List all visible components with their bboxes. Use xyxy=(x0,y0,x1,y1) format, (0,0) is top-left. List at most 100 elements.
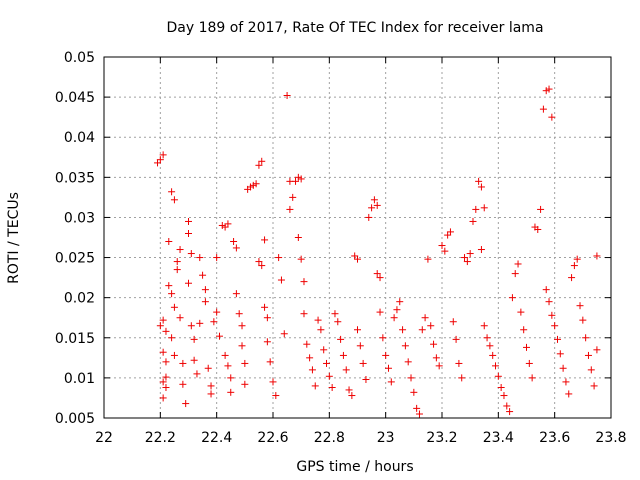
data-point xyxy=(506,408,514,416)
data-point xyxy=(404,358,412,366)
data-point xyxy=(461,254,469,262)
data-point xyxy=(317,326,325,334)
data-point xyxy=(356,342,364,350)
data-point xyxy=(553,335,561,343)
data-point xyxy=(503,402,511,410)
data-point xyxy=(162,384,170,392)
data-point xyxy=(187,250,195,258)
data-points xyxy=(154,85,601,418)
data-point xyxy=(430,340,438,348)
data-point xyxy=(525,359,533,367)
data-point xyxy=(587,366,595,374)
data-point xyxy=(190,356,198,364)
data-point xyxy=(168,334,176,342)
data-point xyxy=(328,384,336,392)
data-point xyxy=(486,342,494,350)
data-point xyxy=(424,255,432,263)
data-point xyxy=(548,311,556,319)
data-point xyxy=(227,374,235,382)
data-point xyxy=(201,286,209,294)
x-tick-label: 22.8 xyxy=(314,430,345,446)
axis-ticks: 0.005 0.01 0.015 0.02 0.025 0.03 0.035 0.04 0.04… xyxy=(55,50,627,446)
y-tick-label: 0.01 xyxy=(64,371,95,387)
data-point xyxy=(508,294,516,302)
data-point xyxy=(354,255,361,263)
data-point xyxy=(438,242,446,250)
data-point xyxy=(277,276,285,284)
data-point xyxy=(269,378,277,386)
data-point xyxy=(331,310,339,318)
data-point xyxy=(238,342,246,350)
data-point xyxy=(221,351,229,359)
data-point xyxy=(289,193,297,201)
data-point xyxy=(573,255,581,263)
data-point xyxy=(584,351,592,359)
data-point xyxy=(159,348,167,356)
data-point xyxy=(241,380,249,388)
data-point xyxy=(421,314,429,322)
data-point xyxy=(390,314,398,322)
data-point xyxy=(261,236,269,244)
data-point xyxy=(463,258,471,266)
data-point xyxy=(235,310,243,318)
data-point xyxy=(300,278,308,286)
data-point xyxy=(213,308,221,316)
x-tick-label: 22 xyxy=(95,430,113,446)
data-point xyxy=(373,201,381,209)
data-point xyxy=(582,334,590,342)
x-tick-label: 23 xyxy=(377,430,395,446)
data-point xyxy=(551,322,559,330)
data-point xyxy=(410,388,418,396)
data-point xyxy=(458,374,466,382)
data-point xyxy=(590,382,598,390)
data-point xyxy=(520,326,528,334)
data-point xyxy=(446,228,454,236)
data-point xyxy=(286,205,294,213)
data-point xyxy=(539,105,547,113)
data-point xyxy=(185,217,192,225)
y-tick-label: 0.04 xyxy=(64,130,95,146)
data-point xyxy=(252,180,260,188)
data-point xyxy=(308,366,316,374)
data-point xyxy=(415,410,423,418)
data-point xyxy=(384,364,392,372)
data-point xyxy=(159,378,167,386)
data-point xyxy=(497,384,505,392)
data-point xyxy=(475,177,483,185)
data-point xyxy=(170,196,178,204)
data-point xyxy=(376,274,384,282)
data-point xyxy=(168,290,176,298)
data-point xyxy=(156,156,164,164)
x-tick-label: 22.2 xyxy=(145,430,176,446)
data-point xyxy=(311,382,319,390)
y-axis-label: ROTI / TECUs xyxy=(6,192,22,284)
data-point xyxy=(542,286,550,294)
data-point xyxy=(334,318,342,326)
data-point xyxy=(325,372,333,380)
y-tick-label: 0.045 xyxy=(55,90,95,106)
data-point xyxy=(232,290,240,298)
data-point xyxy=(452,335,460,343)
data-point xyxy=(401,342,409,350)
data-point xyxy=(159,151,167,159)
data-point xyxy=(176,314,184,322)
data-point xyxy=(224,220,232,228)
data-point xyxy=(204,364,212,372)
data-point xyxy=(190,335,198,343)
data-point xyxy=(215,332,223,340)
data-point xyxy=(570,262,578,270)
data-point xyxy=(280,330,288,338)
y-tick-label: 0.015 xyxy=(55,331,95,347)
y-tick-label: 0.03 xyxy=(64,210,95,226)
data-point xyxy=(159,394,167,402)
data-point xyxy=(297,255,305,263)
data-point xyxy=(263,338,271,346)
data-point xyxy=(300,310,308,318)
data-point xyxy=(193,370,201,378)
data-point xyxy=(382,351,390,359)
data-point xyxy=(162,358,170,366)
data-point xyxy=(165,238,173,246)
data-point xyxy=(480,204,488,212)
data-point xyxy=(370,196,378,204)
